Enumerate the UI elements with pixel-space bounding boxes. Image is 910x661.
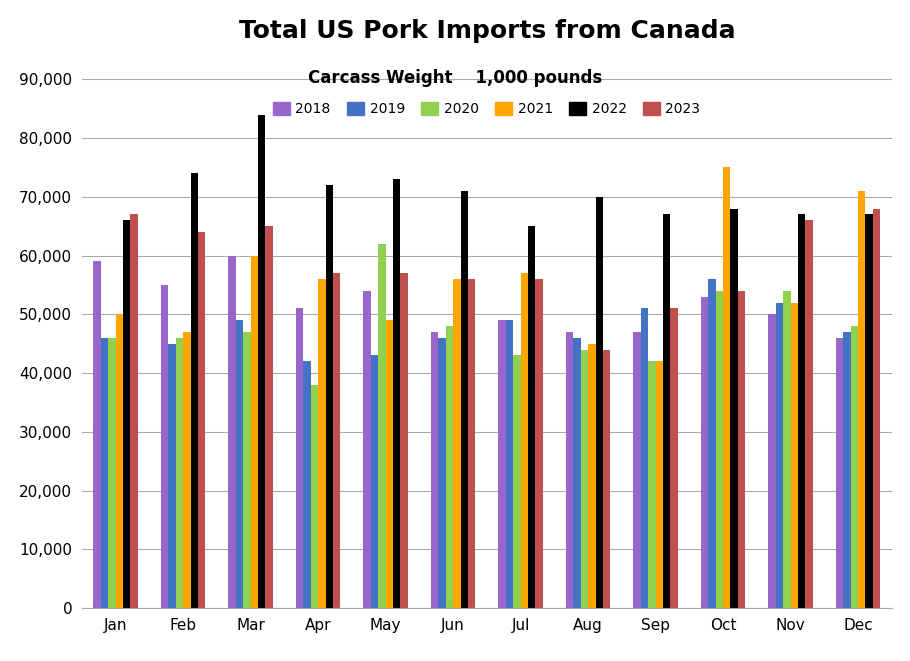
Bar bbox=[701, 297, 708, 608]
Bar bbox=[326, 185, 333, 608]
Bar bbox=[130, 214, 138, 608]
Bar bbox=[535, 279, 543, 608]
Bar bbox=[439, 338, 446, 608]
Bar bbox=[663, 214, 671, 608]
Bar bbox=[393, 179, 400, 608]
Bar bbox=[236, 320, 243, 608]
Bar bbox=[506, 320, 513, 608]
Bar bbox=[738, 291, 745, 608]
Bar bbox=[198, 232, 206, 608]
Bar bbox=[844, 332, 851, 608]
Bar bbox=[430, 332, 439, 608]
Bar bbox=[161, 285, 168, 608]
Bar bbox=[379, 244, 386, 608]
Bar bbox=[603, 350, 611, 608]
Bar bbox=[183, 332, 190, 608]
Bar bbox=[791, 303, 798, 608]
Bar bbox=[310, 385, 318, 608]
Bar bbox=[243, 332, 250, 608]
Bar bbox=[581, 350, 588, 608]
Bar bbox=[708, 279, 715, 608]
Bar bbox=[513, 356, 521, 608]
Bar bbox=[655, 362, 663, 608]
Bar bbox=[370, 356, 379, 608]
Bar bbox=[633, 332, 641, 608]
Bar bbox=[648, 362, 655, 608]
Bar bbox=[784, 291, 791, 608]
Bar bbox=[94, 262, 101, 608]
Bar bbox=[798, 214, 805, 608]
Bar bbox=[190, 173, 198, 608]
Bar bbox=[715, 291, 723, 608]
Bar bbox=[835, 338, 844, 608]
Bar bbox=[460, 191, 468, 608]
Bar bbox=[363, 291, 370, 608]
Bar bbox=[805, 220, 813, 608]
Bar bbox=[318, 279, 326, 608]
Bar bbox=[266, 226, 273, 608]
Bar bbox=[858, 191, 865, 608]
Bar bbox=[588, 344, 595, 608]
Bar bbox=[865, 214, 873, 608]
Bar bbox=[768, 315, 775, 608]
Bar bbox=[123, 220, 130, 608]
Bar bbox=[101, 338, 108, 608]
Bar bbox=[228, 256, 236, 608]
Bar bbox=[566, 332, 573, 608]
Bar bbox=[468, 279, 475, 608]
Bar bbox=[453, 279, 460, 608]
Bar bbox=[851, 326, 858, 608]
Bar bbox=[499, 320, 506, 608]
Title: Total US Pork Imports from Canada: Total US Pork Imports from Canada bbox=[238, 19, 735, 43]
Bar bbox=[296, 309, 303, 608]
Bar bbox=[671, 309, 678, 608]
Bar bbox=[873, 209, 880, 608]
Bar bbox=[333, 273, 340, 608]
Bar bbox=[116, 315, 123, 608]
Bar bbox=[528, 226, 535, 608]
Legend: 2018, 2019, 2020, 2021, 2022, 2023: 2018, 2019, 2020, 2021, 2022, 2023 bbox=[268, 97, 706, 122]
Bar bbox=[400, 273, 408, 608]
Bar bbox=[573, 338, 581, 608]
Text: Carcass Weight    1,000 pounds: Carcass Weight 1,000 pounds bbox=[308, 69, 602, 87]
Bar bbox=[595, 197, 603, 608]
Bar bbox=[775, 303, 784, 608]
Bar bbox=[168, 344, 176, 608]
Bar bbox=[386, 320, 393, 608]
Bar bbox=[303, 362, 310, 608]
Bar bbox=[108, 338, 116, 608]
Bar bbox=[641, 309, 648, 608]
Bar bbox=[723, 167, 731, 608]
Bar bbox=[176, 338, 183, 608]
Bar bbox=[258, 114, 266, 608]
Bar bbox=[731, 209, 738, 608]
Bar bbox=[446, 326, 453, 608]
Bar bbox=[250, 256, 258, 608]
Bar bbox=[521, 273, 528, 608]
